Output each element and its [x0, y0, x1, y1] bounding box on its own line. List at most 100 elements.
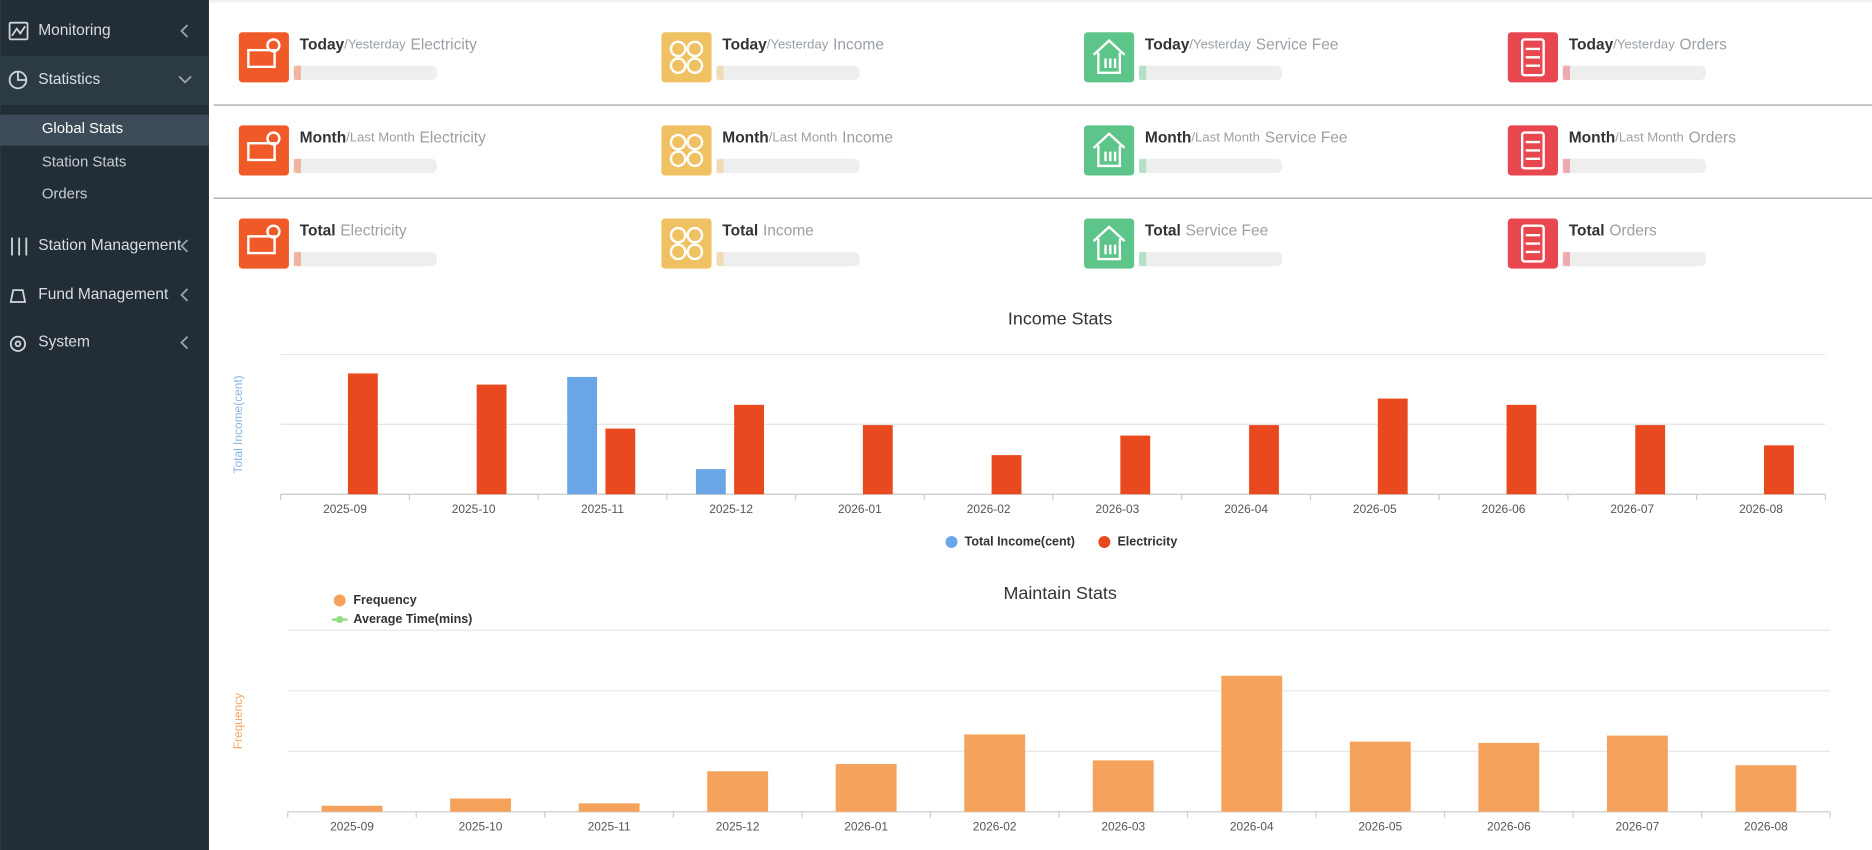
- menu-active: [0, 114, 209, 146]
- period: Total: [722, 223, 758, 240]
- chevron: [180, 336, 189, 350]
- bar: [707, 771, 769, 812]
- value-blur: [293, 158, 301, 174]
- glyph: [1092, 132, 1126, 168]
- period: Total: [1569, 223, 1605, 240]
- value-blur: [1138, 158, 1283, 174]
- menu-item[interactable]: Station Management: [38, 237, 182, 254]
- glyph: [1525, 47, 1541, 67]
- compare: /Yesterday: [1613, 37, 1675, 52]
- bar: [1478, 742, 1540, 812]
- x-tick-label: 2026-04: [1224, 502, 1268, 516]
- menu-item[interactable]: Fund Management: [38, 286, 169, 303]
- bar: [1249, 425, 1279, 495]
- bar: [476, 384, 507, 495]
- compare: /Last Month: [1191, 130, 1260, 145]
- metric: Electricity: [411, 36, 478, 53]
- metric: Service Fee: [1265, 130, 1348, 147]
- period: Today: [300, 36, 345, 53]
- metric: Income: [842, 130, 893, 147]
- legend-label[interactable]: Average Time(mins): [353, 612, 472, 626]
- x-tick-label: 2026-07: [1610, 502, 1654, 516]
- bar: [1120, 435, 1151, 495]
- stat-icon: [1084, 125, 1135, 176]
- metric: Electricity: [420, 130, 487, 147]
- period: Today: [722, 36, 767, 53]
- icon-glyph: [1092, 225, 1126, 261]
- legend-label[interactable]: Electricity: [1117, 534, 1177, 548]
- period: Today: [1145, 36, 1190, 53]
- period: Month: [1569, 130, 1615, 147]
- submenu-item[interactable]: Orders: [42, 186, 88, 203]
- period: Month: [300, 130, 346, 147]
- bar: [450, 798, 511, 812]
- stat-label: Today/Yesterday Service Fee: [1145, 36, 1339, 53]
- value-blur: [716, 251, 724, 267]
- glyph: [669, 57, 687, 75]
- period: Total: [1145, 223, 1181, 240]
- top-border: [208, 0, 1872, 3]
- stat-label: Month/Last Month Income: [722, 130, 893, 147]
- x-tick-label: 2026-04: [1230, 819, 1274, 833]
- legend-label[interactable]: Frequency: [353, 593, 416, 607]
- y-axis-label: Frequency: [231, 693, 245, 749]
- value-blur: [716, 158, 724, 174]
- stat-icon: [661, 218, 712, 269]
- x-tick-label: 2025-11: [588, 819, 631, 833]
- glyph: [686, 57, 704, 75]
- value-blur: [716, 65, 860, 80]
- bar: [835, 764, 897, 812]
- value-blur: [1562, 65, 1570, 80]
- menu-item[interactable]: Monitoring: [38, 22, 110, 39]
- value-blur: [293, 251, 437, 267]
- value-blur: [1562, 251, 1570, 267]
- bar: [1635, 425, 1666, 495]
- value-blur: [1138, 65, 1147, 80]
- value-blur: [293, 158, 437, 174]
- x-tick-label: 2026-06: [1482, 502, 1526, 516]
- glyph: [669, 243, 687, 261]
- stat-icon: [238, 32, 289, 83]
- x-tick-label: 2025-10: [459, 819, 503, 833]
- legend-marker: [945, 536, 958, 548]
- bar: [1092, 760, 1154, 812]
- value-blur: [1562, 251, 1707, 267]
- glyph: [686, 40, 704, 58]
- icon-glyph: [669, 133, 704, 168]
- stat-label: Month/Last Month Service Fee: [1145, 130, 1348, 147]
- metric: Orders: [1609, 223, 1657, 240]
- submenu-item[interactable]: Global Stats: [42, 120, 123, 137]
- glyph: [266, 38, 281, 53]
- x-tick-label: 2026-05: [1353, 502, 1397, 516]
- bar: [1349, 741, 1411, 812]
- value-blur: [1138, 158, 1147, 174]
- x-tick-label: 2026-02: [973, 819, 1017, 833]
- bar: [347, 373, 378, 495]
- legend-marker: [336, 616, 344, 624]
- legend-label[interactable]: Total Income(cent): [965, 534, 1075, 548]
- submenu-item[interactable]: Station Stats: [42, 153, 127, 170]
- stat-label: Month/Last Month Orders: [1569, 130, 1736, 147]
- stat-label: Month/Last Month Electricity: [300, 130, 486, 147]
- compare: /Yesterday: [767, 37, 829, 52]
- icon-glyph: [669, 226, 704, 261]
- icon-glyph: [1520, 38, 1545, 77]
- stat-icon: [238, 218, 289, 269]
- icon-glyph: [669, 40, 704, 75]
- bar: [1606, 735, 1668, 812]
- glyph: [1092, 225, 1126, 261]
- glyph: [1525, 233, 1541, 254]
- menu-item[interactable]: Statistics: [38, 71, 100, 88]
- value-blur: [293, 65, 437, 80]
- glyph: [669, 40, 687, 58]
- chevron: [180, 288, 189, 302]
- period: Today: [1569, 36, 1614, 53]
- icon-glyph: [1092, 132, 1126, 168]
- glyph: [266, 224, 281, 239]
- metric: Income: [763, 223, 814, 240]
- chevron: [178, 75, 192, 84]
- menu-item[interactable]: System: [38, 334, 90, 351]
- value-blur: [1138, 65, 1283, 80]
